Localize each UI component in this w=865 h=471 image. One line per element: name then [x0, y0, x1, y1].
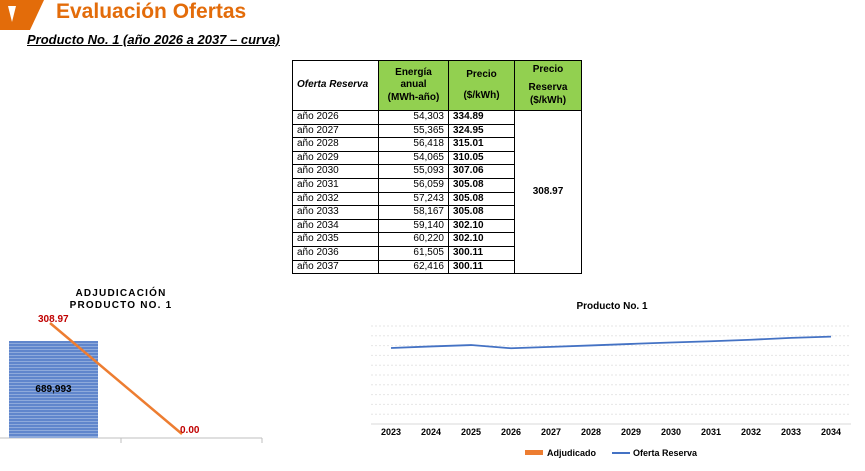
- year-cell: año 2029: [292, 150, 379, 166]
- year-cell: año 2032: [292, 191, 379, 207]
- price-cell: 305.08: [448, 191, 515, 207]
- year-cell: año 2035: [292, 232, 379, 247]
- x-tick-label: 2029: [621, 427, 641, 437]
- header-reserva-line2: Reserva: [528, 82, 568, 94]
- energy-cell: 54,303: [378, 110, 449, 125]
- page-subtitle: Producto No. 1 (año 2026 a 2037 – curva): [27, 32, 280, 47]
- table-row: año 2035 60,220 302.10: [292, 232, 582, 247]
- x-tick-label: 2025: [461, 427, 481, 437]
- table-row: año 2031 56,059 305.08: [292, 177, 582, 193]
- header-energia: Energía anual (MWh-año): [378, 60, 449, 111]
- energy-cell: 55,365: [378, 123, 449, 139]
- x-tick-label: 2026: [501, 427, 521, 437]
- price-cell: 324.95: [448, 123, 515, 139]
- table-row: año 2026 54,303 334.89 308.97: [292, 109, 582, 275]
- table-header-row: Oferta Reserva Energía anual (MWh-año) P…: [292, 60, 582, 111]
- energy-cell: 62,416: [378, 259, 449, 275]
- energy-cell: 56,418: [378, 137, 449, 152]
- header-precio: Precio ($/kWh): [448, 60, 515, 111]
- year-cell: año 2031: [292, 177, 379, 193]
- price-cell: 315.01: [448, 137, 515, 152]
- energy-cell: 61,505: [378, 245, 449, 261]
- header-energia-line1: Energía: [395, 66, 432, 78]
- page-title: Evaluación Ofertas: [56, 0, 247, 23]
- year-cell: año 2037: [292, 259, 379, 275]
- header-precio-line2: ($/kWh): [463, 89, 500, 101]
- year-cell: año 2026: [292, 110, 379, 125]
- energy-cell: 57,243: [378, 191, 449, 207]
- year-cell: año 2036: [292, 245, 379, 261]
- producto-chart: Producto No. 1 2023 2024 2025 2026 2027 2028 2…: [371, 301, 851, 458]
- x-tick-label: 2034: [821, 427, 841, 437]
- table-row: año 2030 55,093 307.06: [292, 164, 582, 179]
- energy-cell: 58,167: [378, 205, 449, 220]
- producto-chart-title: Producto No. 1: [576, 301, 648, 312]
- header-reserva: Precio Reserva ($/kWh): [514, 60, 582, 111]
- series-line-oferta-reserva: [390, 335, 832, 350]
- energy-cell: 59,140: [378, 218, 449, 234]
- chart-legend: Adjudicado Oferta Reserva: [525, 448, 698, 458]
- x-tick-label: 2030: [661, 427, 681, 437]
- price-cell: 334.89: [448, 110, 515, 125]
- table-row: año 2037 62,416 300.11: [292, 259, 582, 275]
- header-oferta: Oferta Reserva: [292, 60, 379, 111]
- x-tick-label: 2023: [381, 427, 401, 437]
- line-end-label: 0.00: [180, 425, 200, 436]
- bar-adjudicado: [9, 341, 98, 438]
- price-cell: 300.11: [448, 245, 515, 261]
- x-tick-label: 2031: [701, 427, 721, 437]
- x-tick-label: 2024: [421, 427, 441, 437]
- x-tick-label: 2027: [541, 427, 561, 437]
- energy-cell: 55,093: [378, 164, 449, 179]
- table-row: año 2034 59,140 302.10: [292, 218, 582, 234]
- year-cell: año 2034: [292, 218, 379, 234]
- x-tick-label: 2033: [781, 427, 801, 437]
- price-cell: 300.11: [448, 259, 515, 275]
- reserve-line: [49, 322, 183, 435]
- year-cell: año 2033: [292, 205, 379, 220]
- offers-table: Oferta Reserva Energía anual (MWh-año) P…: [292, 60, 582, 275]
- header-energia-line2: anual: [400, 79, 427, 91]
- line-start-label: 308.97: [38, 314, 69, 325]
- energy-cell: 60,220: [378, 232, 449, 247]
- adjudicacion-title-line2: PRODUCTO NO. 1: [70, 300, 173, 311]
- header-energia-line3: (MWh-año): [387, 91, 440, 103]
- legend-label-oferta-reserva: Oferta Reserva: [633, 448, 698, 458]
- table-row: año 2028 56,418 315.01: [292, 137, 582, 152]
- header-reserva-line3: ($/kWh): [529, 94, 567, 106]
- year-cell: año 2027: [292, 123, 379, 139]
- logo-icon: [0, 0, 44, 30]
- reserve-price-cell: 308.97: [514, 109, 582, 275]
- legend-swatch-adjudicado: [525, 450, 543, 455]
- energy-cell: 56,059: [378, 177, 449, 193]
- year-cell: año 2030: [292, 164, 379, 179]
- price-cell: 307.06: [448, 164, 515, 179]
- x-tick-label: 2028: [581, 427, 601, 437]
- year-cell: año 2028: [292, 137, 379, 152]
- table-row: año 2033 58,167 305.08: [292, 205, 582, 220]
- price-cell: 305.08: [448, 177, 515, 193]
- adjudicacion-title-line1: ADJUDICACIÓN: [75, 286, 166, 299]
- price-cell: 305.08: [448, 205, 515, 220]
- price-cell: 302.10: [448, 232, 515, 247]
- adjudicacion-chart: ADJUDICACIÓN PRODUCTO NO. 1 689,993 308.9…: [0, 286, 263, 443]
- header-precio-line1: Precio: [466, 68, 497, 80]
- bar-value-label: 689,993: [35, 384, 72, 395]
- legend-label-adjudicado: Adjudicado: [547, 448, 597, 458]
- price-cell: 310.05: [448, 150, 515, 166]
- x-tick-label: 2032: [741, 427, 761, 437]
- header-reserva-line1: Precio: [532, 63, 564, 75]
- table-row: año 2032 57,243 305.08: [292, 191, 582, 207]
- price-cell: 302.10: [448, 218, 515, 234]
- energy-cell: 54,065: [378, 150, 449, 166]
